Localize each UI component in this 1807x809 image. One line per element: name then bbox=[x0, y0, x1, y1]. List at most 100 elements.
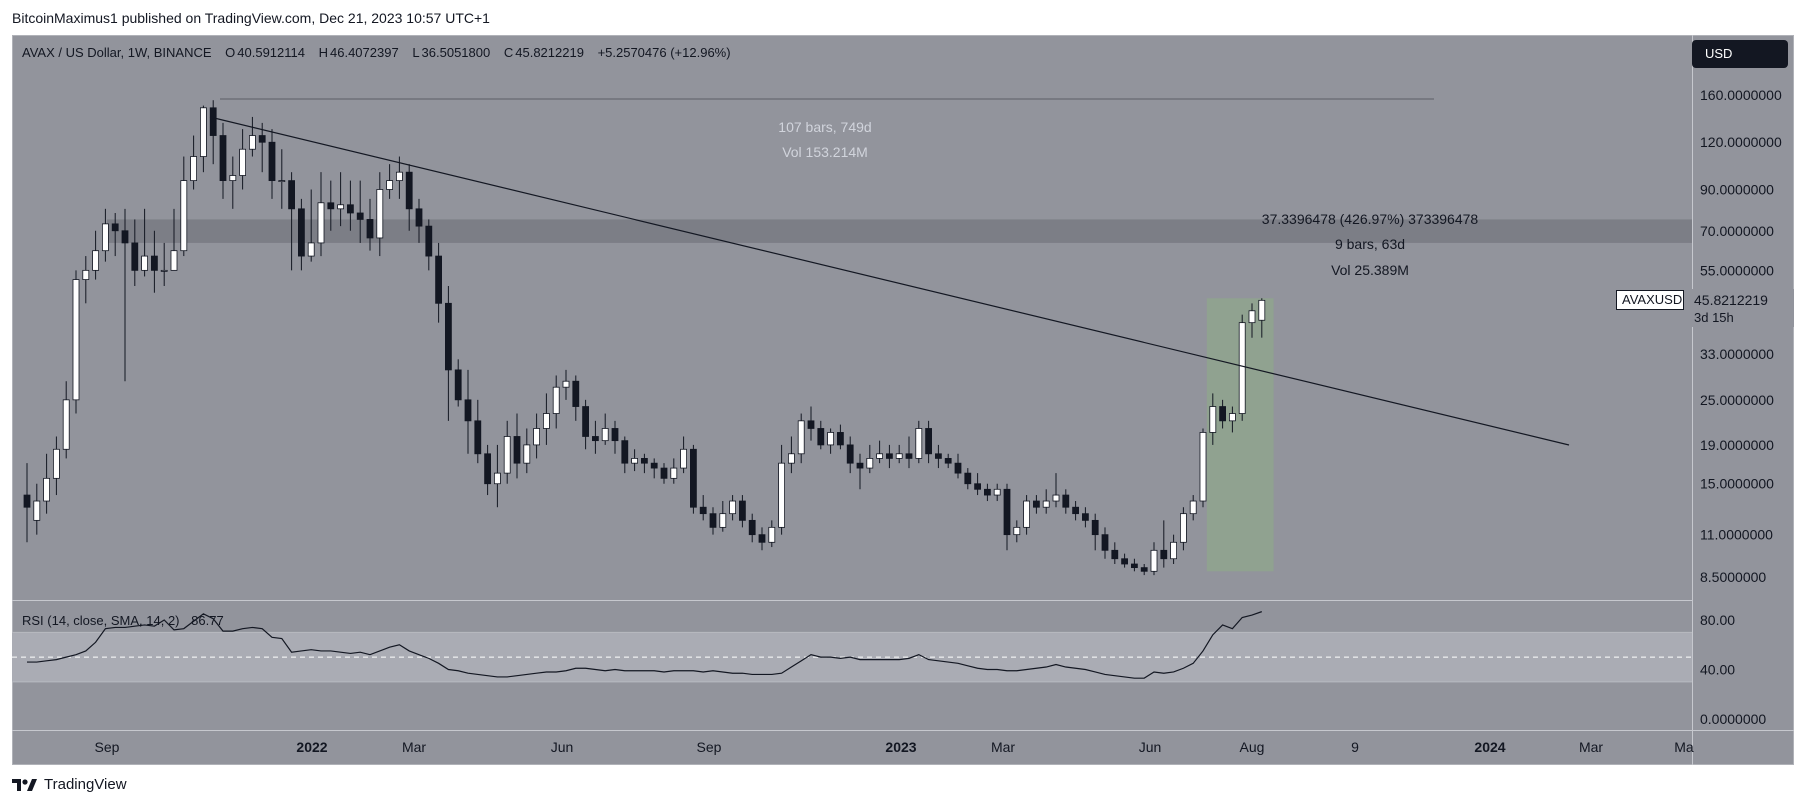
candle bbox=[131, 219, 139, 287]
bull-candle-body bbox=[43, 477, 51, 502]
close-key: C bbox=[503, 45, 514, 60]
bear-candle-body bbox=[346, 204, 354, 214]
bull-candle-body bbox=[376, 189, 384, 239]
price-axis-label: 55.0000000 bbox=[1700, 262, 1774, 278]
time-axis-label: Jun bbox=[1139, 739, 1162, 755]
bear-candle-body bbox=[297, 208, 305, 257]
bull-candle-body bbox=[719, 513, 727, 528]
bear-candle-body bbox=[1160, 549, 1168, 560]
candle bbox=[141, 208, 149, 277]
bull-candle-body bbox=[317, 202, 325, 244]
candle bbox=[533, 413, 540, 459]
bear-candle-body bbox=[327, 202, 335, 210]
bull-candle-body bbox=[1229, 413, 1236, 422]
low-value: 36.5051800 bbox=[421, 45, 491, 60]
bull-candle-body bbox=[768, 526, 776, 543]
candle bbox=[513, 413, 521, 479]
candle bbox=[366, 198, 374, 251]
bear-candle-body bbox=[405, 171, 413, 210]
bear-candle-body bbox=[984, 488, 991, 496]
candle bbox=[552, 375, 560, 429]
time-axis-label: 9 bbox=[1351, 739, 1359, 755]
bull-candle-body bbox=[92, 250, 99, 271]
candle bbox=[1013, 520, 1021, 543]
candle bbox=[592, 420, 599, 454]
low-key: L bbox=[412, 45, 420, 60]
candle bbox=[670, 458, 678, 484]
bull-candle-body bbox=[866, 458, 874, 469]
candle bbox=[180, 156, 188, 257]
bear-candle-body bbox=[699, 506, 707, 515]
time-axis-label: Jun bbox=[551, 739, 574, 755]
bear-candle-body bbox=[209, 107, 217, 136]
currency-button[interactable]: USD bbox=[1692, 40, 1788, 68]
rsi-label[interactable]: RSI (14, close, SMA, 14, 2) bbox=[22, 613, 180, 628]
candle bbox=[454, 359, 462, 407]
time-axis-label: 2022 bbox=[296, 739, 327, 755]
candle bbox=[680, 436, 687, 474]
candle bbox=[327, 180, 335, 231]
candle bbox=[709, 507, 717, 535]
time-axis-label: 2024 bbox=[1474, 739, 1505, 755]
candle bbox=[219, 122, 227, 199]
candle bbox=[807, 406, 815, 441]
candle bbox=[1072, 501, 1079, 521]
bear-candle-body bbox=[23, 494, 31, 508]
candle bbox=[1131, 558, 1138, 572]
bear-candle-body bbox=[415, 208, 423, 227]
bull-candle-body bbox=[239, 148, 247, 176]
tradingview-logo-icon bbox=[12, 778, 37, 791]
candle bbox=[964, 468, 972, 490]
candle bbox=[1111, 542, 1119, 565]
candle bbox=[23, 463, 31, 543]
bull-candle-body bbox=[248, 135, 256, 150]
candle bbox=[474, 399, 482, 464]
bull-candle-body bbox=[141, 255, 149, 271]
candle bbox=[739, 495, 746, 528]
bear-candle-body bbox=[484, 453, 492, 485]
bull-candle-body bbox=[631, 458, 638, 464]
bull-candle-body bbox=[62, 399, 70, 450]
price-axis-label: 90.0000000 bbox=[1700, 181, 1774, 197]
bull-candle-body bbox=[82, 269, 90, 280]
candle bbox=[258, 122, 266, 173]
bull-candle-body bbox=[788, 453, 795, 464]
bull-candle-body bbox=[1199, 432, 1207, 502]
bull-candle-body bbox=[1052, 494, 1060, 502]
bear-candle-body bbox=[513, 436, 521, 464]
candle bbox=[876, 440, 883, 464]
candle bbox=[1199, 428, 1207, 508]
bar-countdown: 3d 15h bbox=[1694, 310, 1734, 325]
bull-candle-body bbox=[160, 269, 168, 272]
candle bbox=[778, 444, 785, 535]
price-chart[interactable]: 160.0000000120.000000090.000000070.00000… bbox=[12, 35, 1794, 765]
candle bbox=[1062, 489, 1070, 514]
price-axis-separator bbox=[1692, 35, 1693, 765]
range-bars-label: 107 bars, 749d bbox=[778, 119, 872, 135]
bear-candle-body bbox=[886, 453, 893, 459]
rsi-axis-label: 40.00 bbox=[1700, 662, 1735, 678]
candle bbox=[395, 156, 403, 199]
high-value: 46.4072397 bbox=[330, 45, 399, 60]
candle bbox=[1033, 495, 1040, 514]
symbol-label[interactable]: AVAX / US Dollar, 1W, BINANCE bbox=[22, 45, 212, 60]
candle bbox=[699, 495, 707, 521]
close-value: 45.8212219 bbox=[515, 45, 584, 60]
bull-candle-body bbox=[1170, 541, 1177, 560]
bear-candle-body bbox=[1091, 519, 1099, 536]
candle bbox=[1150, 542, 1158, 576]
time-axis-separator bbox=[12, 730, 1794, 731]
bull-candle-body bbox=[386, 180, 394, 190]
price-axis-label: 8.5000000 bbox=[1700, 569, 1766, 585]
bear-candle-body bbox=[611, 428, 619, 442]
bull-candle-body bbox=[307, 242, 315, 257]
time-axis-label: Aug bbox=[1240, 739, 1265, 755]
bull-candle-body bbox=[1189, 500, 1197, 515]
candle bbox=[1180, 507, 1187, 551]
bear-candle-body bbox=[288, 180, 296, 210]
candle bbox=[1258, 298, 1266, 338]
bear-candle-body bbox=[641, 458, 648, 464]
bull-candle-body bbox=[493, 472, 501, 485]
bear-candle-body bbox=[356, 212, 364, 220]
candle bbox=[405, 164, 413, 231]
